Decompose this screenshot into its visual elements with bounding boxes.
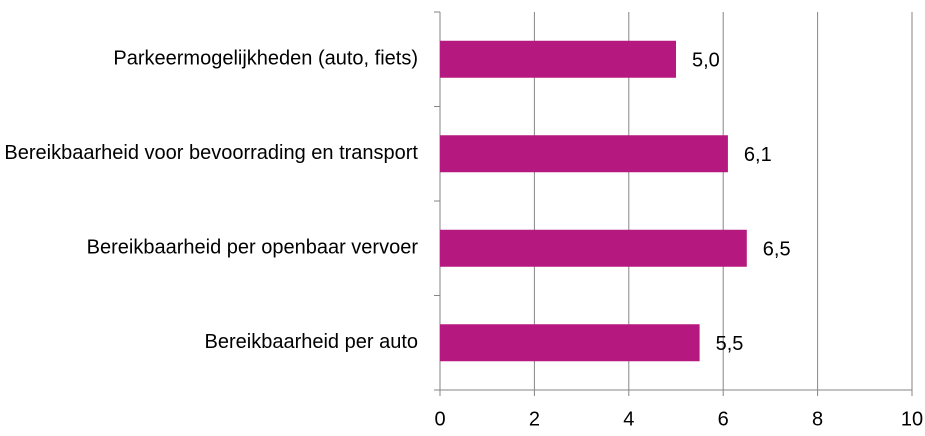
bar bbox=[440, 229, 747, 267]
x-tick-label: 0 bbox=[434, 408, 445, 430]
y-tick-label: Bereikbaarheid per openbaar vervoer bbox=[87, 237, 419, 259]
y-tick-label: Bereikbaarheid voor bevoorrading en tran… bbox=[4, 142, 418, 164]
x-tick-label: 10 bbox=[901, 408, 923, 430]
y-tick-label: Bereikbaarheid per auto bbox=[205, 331, 418, 353]
x-tick-label: 8 bbox=[812, 408, 823, 430]
x-tick-label: 2 bbox=[529, 408, 540, 430]
bar bbox=[440, 135, 728, 173]
y-tick-label: Parkeermogelijkheden (auto, fiets) bbox=[113, 48, 418, 70]
data-label: 6,1 bbox=[744, 144, 772, 166]
bar bbox=[440, 40, 676, 78]
data-label: 6,5 bbox=[763, 239, 791, 261]
x-tick-label: 4 bbox=[623, 408, 634, 430]
data-label: 5,5 bbox=[716, 333, 744, 355]
bar bbox=[440, 324, 700, 362]
data-label: 5,0 bbox=[692, 50, 720, 72]
x-tick-label: 6 bbox=[718, 408, 729, 430]
